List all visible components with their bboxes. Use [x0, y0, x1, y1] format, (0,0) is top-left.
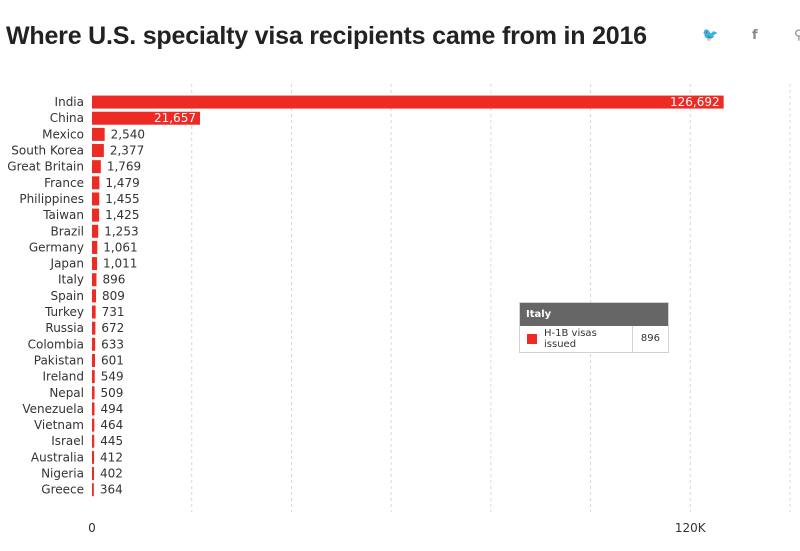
- data-label: 601: [101, 353, 124, 367]
- category-label: Greece: [41, 483, 84, 497]
- data-label: 1,253: [104, 224, 138, 238]
- bar[interactable]: [92, 386, 95, 400]
- data-label: 126,692: [670, 95, 720, 109]
- bar[interactable]: [92, 257, 98, 271]
- data-label: 731: [102, 305, 125, 319]
- category-label: France: [44, 176, 84, 190]
- tooltip-category: Italy: [520, 303, 668, 326]
- bars: [92, 95, 724, 497]
- data-label: 672: [101, 321, 124, 335]
- data-label: 1,455: [105, 192, 139, 206]
- category-label: Taiwan: [42, 208, 84, 222]
- data-label: 2,377: [110, 144, 144, 158]
- data-label: 809: [102, 289, 125, 303]
- tooltip-swatch: [527, 334, 537, 344]
- labels: India 126,692 China 21,657 Mexico 2,540 South …: [7, 95, 719, 535]
- bar[interactable]: [92, 144, 104, 158]
- category-label: Nepal: [49, 386, 84, 400]
- bar[interactable]: [92, 208, 100, 222]
- tooltip-value: 896: [631, 326, 668, 352]
- bar[interactable]: [92, 321, 96, 335]
- bar[interactable]: [92, 176, 100, 190]
- x-tick-label: 0: [88, 521, 96, 535]
- data-label: 494: [100, 402, 123, 416]
- category-label: Colombia: [28, 337, 84, 351]
- data-label: 412: [100, 450, 123, 464]
- category-label: Nigeria: [41, 467, 84, 481]
- category-label: Pakistan: [34, 353, 84, 367]
- category-label: Italy: [58, 273, 84, 287]
- category-label: Russia: [45, 321, 84, 335]
- bar[interactable]: [92, 483, 94, 497]
- bar[interactable]: [92, 402, 95, 416]
- bar[interactable]: [92, 160, 101, 174]
- bar[interactable]: [92, 370, 95, 384]
- tooltip: Italy H-1B visas issued 896: [519, 302, 669, 353]
- data-label: 445: [100, 434, 123, 448]
- data-label: 1,061: [103, 240, 137, 254]
- data-label: 549: [101, 370, 124, 384]
- category-label: Turkey: [44, 305, 84, 319]
- bar[interactable]: [92, 467, 95, 481]
- category-label: South Korea: [11, 144, 84, 158]
- data-label: 364: [100, 483, 123, 497]
- data-label: 1,011: [103, 257, 137, 271]
- category-label: Japan: [50, 257, 84, 271]
- data-label: 2,540: [111, 127, 145, 141]
- bar[interactable]: [92, 337, 96, 351]
- page-title: Where U.S. specialty visa recipients cam…: [6, 22, 647, 50]
- data-label: 633: [101, 337, 124, 351]
- bar[interactable]: [92, 418, 95, 432]
- bar[interactable]: [92, 353, 95, 367]
- category-label: Venezuela: [22, 402, 84, 416]
- bar[interactable]: [92, 434, 95, 448]
- category-label: Spain: [50, 289, 84, 303]
- category-label: Israel: [51, 434, 84, 448]
- facebook-share-icon[interactable]: f: [752, 28, 758, 43]
- category-label: Philippines: [19, 192, 84, 206]
- twitter-share-icon[interactable]: 🐦: [702, 28, 719, 43]
- category-label: Great Britain: [7, 160, 84, 174]
- category-label: Brazil: [51, 224, 85, 238]
- bar[interactable]: [92, 289, 97, 303]
- category-label: Ireland: [42, 370, 84, 384]
- bar[interactable]: [92, 450, 95, 464]
- bar[interactable]: [92, 240, 98, 254]
- data-label: 402: [100, 467, 123, 481]
- gridlines: [191, 84, 791, 512]
- bar[interactable]: [92, 95, 724, 109]
- category-label: Mexico: [42, 127, 84, 141]
- category-label: Germany: [29, 240, 84, 254]
- category-label: China: [50, 111, 84, 125]
- more-share-icon[interactable]: ⚲: [794, 28, 800, 43]
- bar[interactable]: [92, 127, 105, 141]
- category-label: Vietnam: [34, 418, 84, 432]
- data-label: 1,479: [105, 176, 139, 190]
- data-label: 1,425: [105, 208, 139, 222]
- category-label: India: [55, 95, 84, 109]
- bar[interactable]: [92, 273, 97, 287]
- data-label: 1,769: [107, 160, 141, 174]
- bar[interactable]: [92, 192, 100, 206]
- bar[interactable]: [92, 305, 96, 319]
- data-label: 896: [102, 273, 125, 287]
- data-label: 509: [101, 386, 124, 400]
- tooltip-row: H-1B visas issued 896: [520, 326, 668, 352]
- data-label: 464: [100, 418, 123, 432]
- bar[interactable]: [92, 224, 99, 238]
- tooltip-series: H-1B visas issued: [544, 328, 597, 350]
- bar[interactable]: [92, 111, 200, 125]
- data-label: 21,657: [154, 111, 196, 125]
- category-label: Australia: [31, 450, 84, 464]
- x-tick-label: 120K: [675, 521, 707, 535]
